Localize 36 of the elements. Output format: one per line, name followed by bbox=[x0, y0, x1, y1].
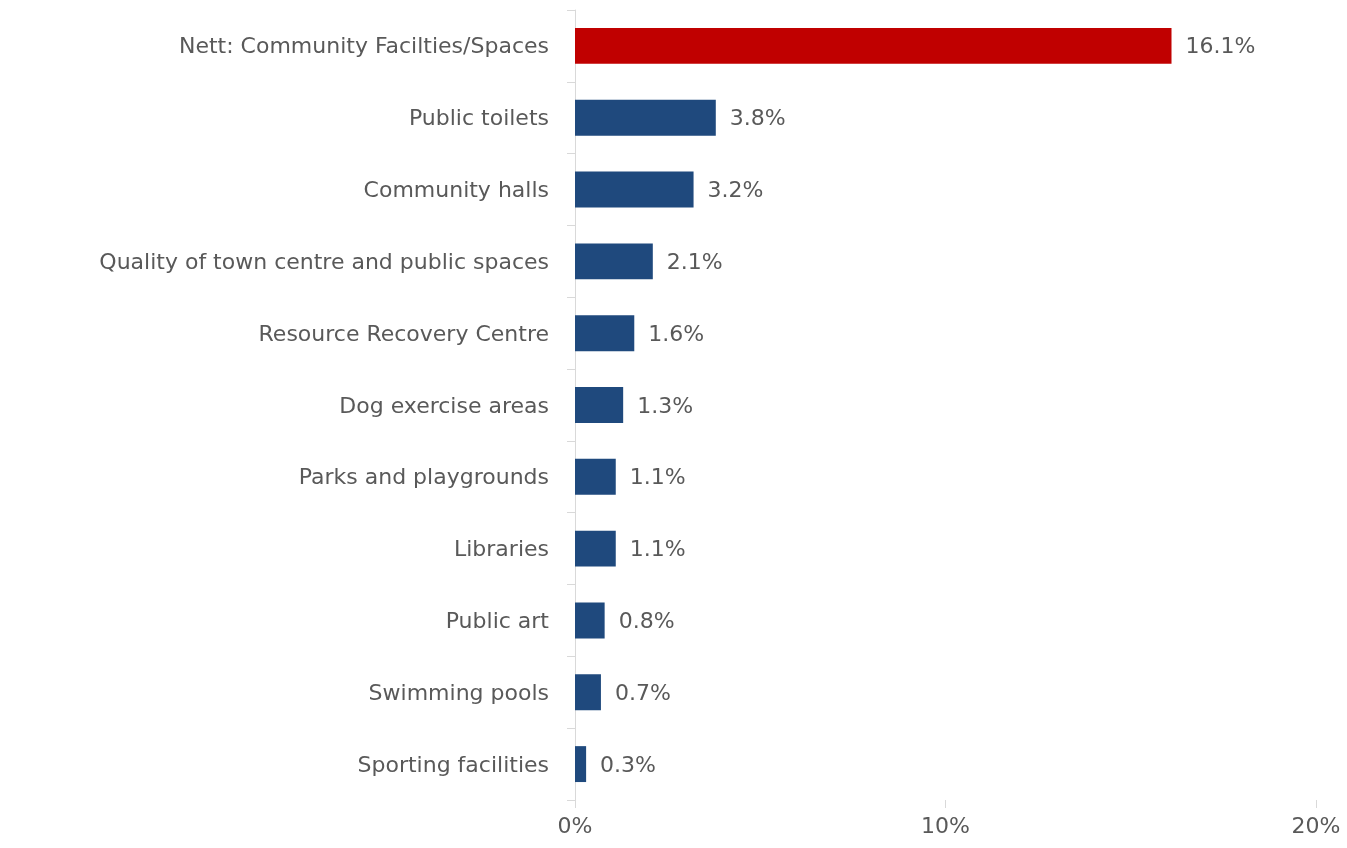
y-tick-label: Libraries bbox=[453, 536, 549, 562]
x-tick-label: 0% bbox=[557, 812, 593, 838]
bar bbox=[575, 458, 616, 495]
y-tick-label: Community halls bbox=[363, 177, 549, 203]
x-tick-label: 10% bbox=[921, 812, 970, 838]
y-tick-label: Swimming pools bbox=[368, 679, 549, 705]
bar bbox=[575, 243, 653, 280]
y-tick-label: Resource Recovery Centre bbox=[258, 320, 549, 346]
data-label: 1.3% bbox=[637, 392, 694, 418]
bar bbox=[575, 602, 605, 639]
bar bbox=[575, 674, 601, 711]
y-tick-label: Sporting facilities bbox=[357, 751, 549, 777]
y-tick-label: Dog exercise areas bbox=[339, 392, 549, 418]
bar bbox=[575, 746, 587, 783]
data-label: 1.1% bbox=[629, 464, 686, 490]
data-label: 3.8% bbox=[729, 105, 786, 131]
data-label: 1.1% bbox=[629, 536, 686, 562]
y-tick-label: Parks and playgrounds bbox=[298, 464, 549, 490]
bar bbox=[575, 99, 716, 136]
y-tick-label: Public toilets bbox=[408, 105, 549, 131]
bar bbox=[575, 315, 635, 352]
data-label: 0.7% bbox=[614, 679, 671, 705]
bar bbox=[575, 387, 624, 423]
data-label: 0.8% bbox=[618, 607, 675, 633]
data-label: 16.1% bbox=[1185, 33, 1256, 59]
y-tick-label: Nett: Community Facilties/Spaces bbox=[178, 33, 549, 59]
bar bbox=[575, 530, 616, 567]
y-tick-label: Quality of town centre and public spaces bbox=[99, 248, 549, 274]
data-label: 1.6% bbox=[648, 320, 705, 346]
y-tick-label: Public art bbox=[445, 607, 550, 633]
x-tick-label: 20% bbox=[1291, 812, 1341, 838]
data-label: 2.1% bbox=[666, 248, 723, 274]
bar bbox=[575, 171, 694, 208]
data-label: 0.3% bbox=[600, 751, 657, 777]
data-label: 3.2% bbox=[707, 177, 764, 203]
bar bbox=[575, 27, 1172, 64]
